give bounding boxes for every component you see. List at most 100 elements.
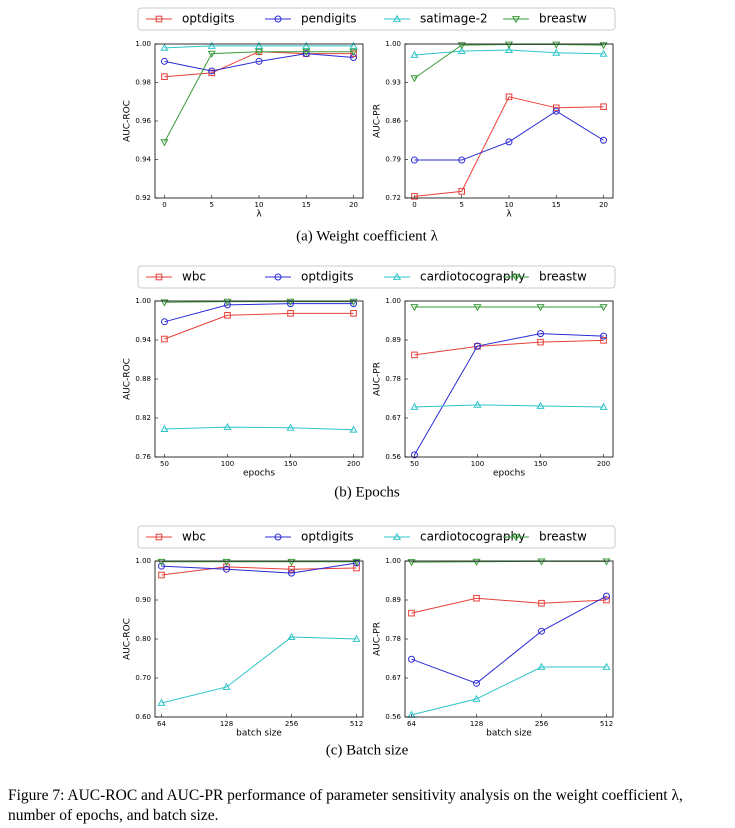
marker bbox=[537, 558, 546, 566]
x-tick-label: 512 bbox=[350, 720, 363, 728]
x-tick-label: 128 bbox=[470, 720, 483, 728]
x-tick-label: 200 bbox=[597, 460, 610, 468]
legend-label: wbc bbox=[182, 530, 206, 544]
marker bbox=[410, 402, 419, 410]
marker bbox=[411, 193, 418, 200]
y-tick-label: 0.86 bbox=[385, 117, 401, 125]
x-tick-label: 15 bbox=[302, 201, 311, 209]
marker bbox=[352, 558, 361, 566]
marker bbox=[349, 41, 358, 49]
marker bbox=[473, 679, 480, 687]
subcaption: (c) Batch size bbox=[326, 742, 409, 758]
marker bbox=[410, 451, 418, 459]
y-tick-label: 1.00 bbox=[385, 557, 401, 565]
marker bbox=[536, 401, 545, 409]
marker bbox=[599, 49, 608, 57]
x-tick-label: 10 bbox=[505, 201, 514, 209]
x-axis-label: batch size bbox=[236, 729, 282, 739]
x-tick-label: 256 bbox=[535, 720, 549, 728]
marker bbox=[552, 48, 561, 56]
marker bbox=[538, 599, 545, 607]
legend-marker bbox=[274, 15, 282, 23]
y-axis-label: AUC-ROC bbox=[123, 618, 133, 660]
y-tick-label: 1.00 bbox=[135, 297, 151, 305]
marker bbox=[600, 337, 607, 344]
y-axis-label: AUC-PR bbox=[373, 622, 383, 656]
marker bbox=[552, 41, 561, 49]
y-tick-label: 0.56 bbox=[385, 713, 401, 721]
marker bbox=[158, 571, 165, 579]
series-line bbox=[414, 404, 604, 408]
marker bbox=[411, 351, 418, 359]
marker bbox=[223, 422, 232, 430]
marker bbox=[537, 330, 545, 338]
y-axis-label: AUC-ROC bbox=[123, 358, 133, 400]
legend-box bbox=[137, 7, 616, 31]
marker bbox=[599, 42, 608, 50]
series-line bbox=[161, 562, 357, 574]
series-line bbox=[164, 53, 354, 72]
legend-marker bbox=[392, 272, 402, 280]
plot-frame bbox=[404, 560, 614, 718]
legend-box bbox=[137, 525, 616, 549]
marker bbox=[350, 50, 357, 57]
marker bbox=[410, 75, 419, 83]
x-tick-label: 100 bbox=[221, 460, 234, 468]
x-tick-label: 256 bbox=[285, 720, 299, 728]
legend-marker bbox=[511, 16, 521, 24]
marker bbox=[302, 41, 311, 49]
x-tick-label: 200 bbox=[347, 460, 360, 468]
x-tick-label: 0 bbox=[412, 201, 416, 209]
marker bbox=[536, 304, 545, 312]
marker bbox=[160, 139, 169, 147]
legend-marker bbox=[511, 534, 521, 542]
legend-label: cardiotocography bbox=[420, 530, 525, 544]
y-axis-label: AUC-ROC bbox=[123, 100, 133, 142]
marker bbox=[161, 73, 168, 81]
legend-marker bbox=[392, 14, 402, 22]
marker bbox=[410, 156, 418, 164]
legend-marker bbox=[155, 533, 163, 541]
y-axis-label: AUC-PR bbox=[373, 104, 383, 138]
y-tick-label: 0.92 bbox=[135, 194, 151, 202]
x-tick-label: 128 bbox=[220, 720, 233, 728]
x-axis-label: λ bbox=[506, 210, 512, 220]
y-tick-label: 0.72 bbox=[385, 194, 401, 202]
legend-marker bbox=[274, 273, 282, 281]
marker bbox=[457, 42, 466, 50]
legend-marker bbox=[155, 15, 163, 23]
legend-marker bbox=[392, 532, 402, 540]
marker bbox=[254, 41, 264, 49]
y-tick-label: 0.70 bbox=[135, 674, 151, 682]
marker bbox=[349, 48, 358, 56]
marker bbox=[255, 57, 263, 65]
y-tick-label: 0.89 bbox=[385, 336, 401, 344]
marker bbox=[603, 592, 610, 600]
x-tick-label: 20 bbox=[349, 201, 358, 209]
y-tick-label: 0.82 bbox=[135, 414, 151, 422]
marker bbox=[287, 558, 296, 566]
legend-marker bbox=[511, 274, 521, 282]
y-tick-label: 0.94 bbox=[135, 336, 151, 344]
x-tick-label: 5 bbox=[209, 201, 213, 209]
marker bbox=[473, 342, 481, 350]
y-tick-label: 0.80 bbox=[135, 635, 151, 643]
marker bbox=[552, 107, 560, 115]
series-line bbox=[414, 49, 604, 56]
series-line bbox=[414, 110, 604, 161]
y-tick-label: 0.78 bbox=[385, 635, 401, 643]
plot-frame bbox=[154, 300, 364, 458]
legend-label: satimage-2 bbox=[420, 12, 488, 26]
x-tick-label: 10 bbox=[255, 201, 264, 209]
marker bbox=[504, 41, 514, 49]
marker bbox=[599, 402, 608, 410]
x-axis-label: epochs bbox=[493, 469, 525, 479]
marker bbox=[600, 332, 608, 340]
marker bbox=[207, 41, 216, 49]
y-tick-label: 0.67 bbox=[385, 674, 401, 682]
series-line bbox=[164, 45, 354, 49]
plot-frame bbox=[404, 43, 614, 199]
y-tick-label: 0.98 bbox=[135, 79, 151, 87]
marker bbox=[349, 425, 358, 433]
series-line bbox=[411, 597, 607, 614]
